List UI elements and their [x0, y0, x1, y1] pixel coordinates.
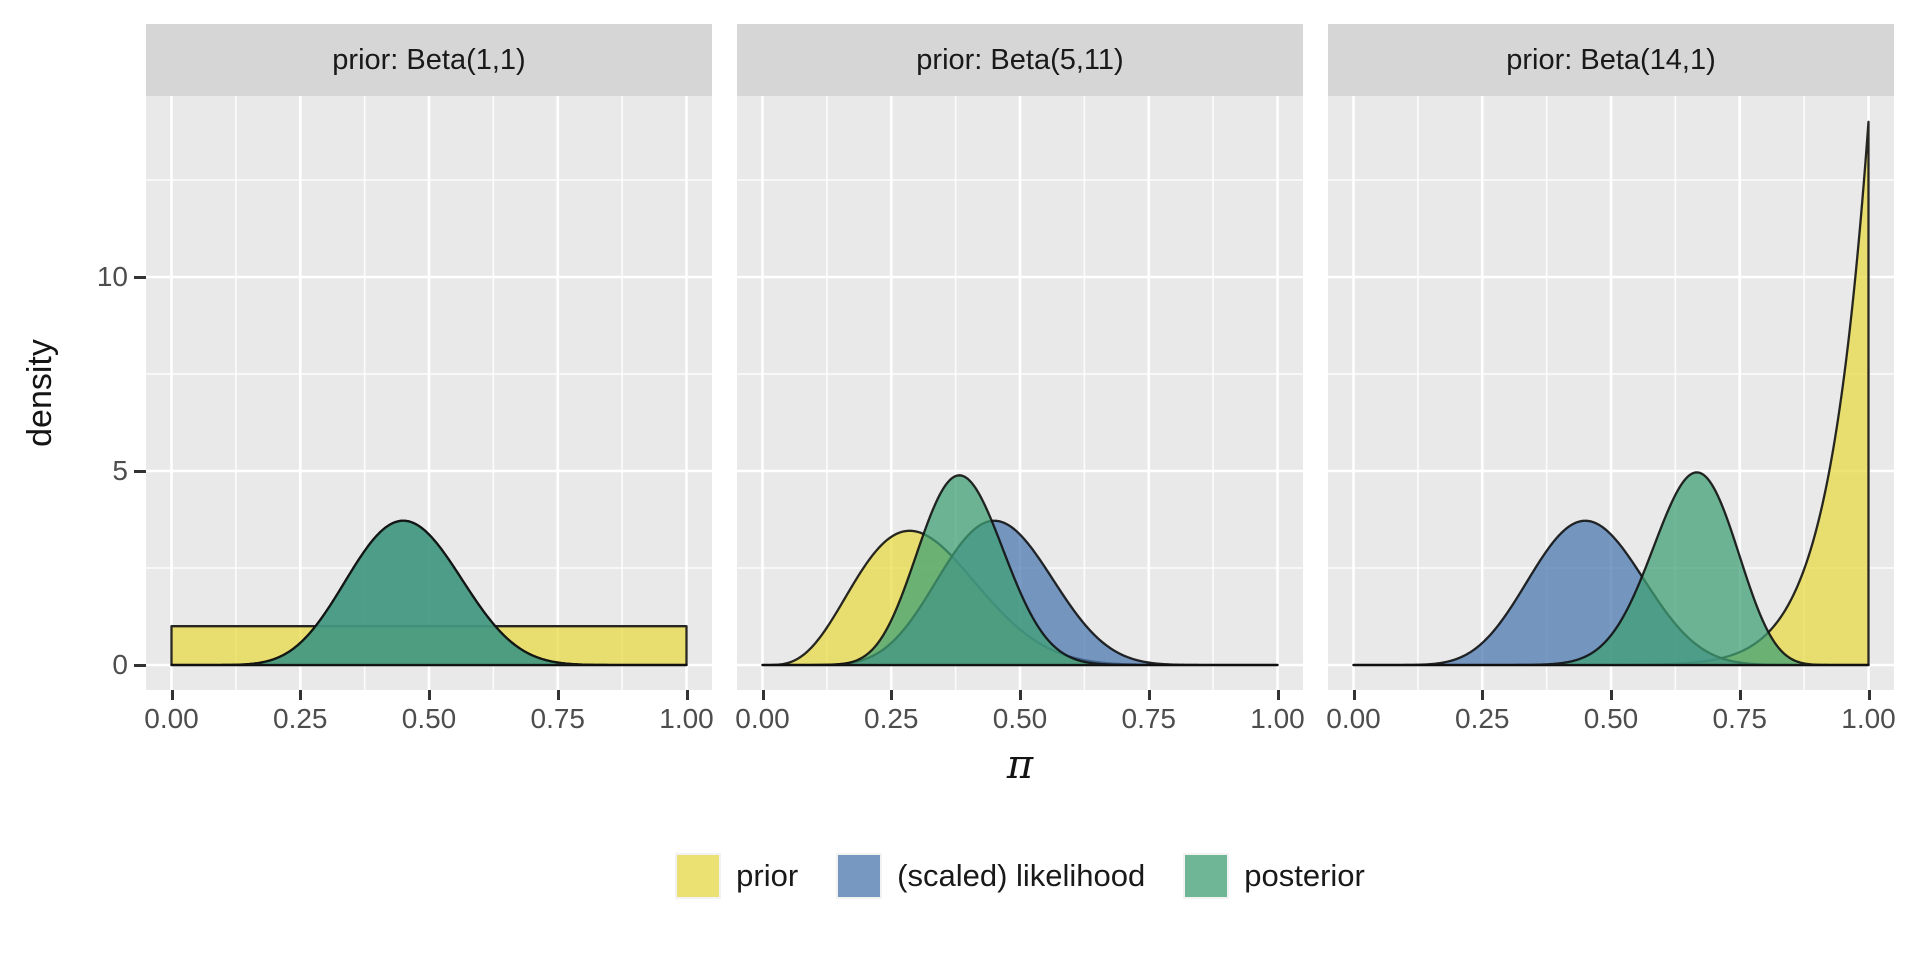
- x-tick-label: 0.00: [144, 703, 199, 734]
- x-tick-mark: [1867, 690, 1871, 700]
- x-tick-label: 0.75: [1121, 703, 1177, 734]
- x-tick-label: 0.75: [1712, 703, 1768, 734]
- legend-label: (scaled) likelihood: [897, 858, 1146, 893]
- legend-key-fill: [677, 855, 720, 897]
- legend-key-likelihood-swatch: [836, 853, 883, 899]
- facet-panel: [737, 96, 1303, 690]
- x-tick-label: 0.25: [1455, 703, 1510, 734]
- x-tick-mark: [890, 690, 894, 700]
- x-tick-mark: [1352, 690, 1356, 700]
- facet-panel: [1328, 96, 1894, 690]
- x-tick-label: 0.50: [1583, 703, 1639, 734]
- facet-panel: [146, 96, 712, 690]
- y-tick-label: 0: [112, 649, 128, 680]
- legend-key-fill: [838, 855, 881, 897]
- x-tick-mark: [1610, 690, 1613, 700]
- x-tick-mark: [428, 690, 431, 700]
- legend-key-prior-swatch: [675, 853, 722, 899]
- x-tick-label: 1.00: [1250, 703, 1305, 734]
- facet-strip: prior: Beta(5,11): [737, 24, 1303, 96]
- legend-label: posterior: [1244, 858, 1365, 893]
- curve-posterior: [1352, 471, 1870, 667]
- legend-item-prior: prior: [675, 853, 798, 899]
- legend-item-likelihood: (scaled) likelihood: [836, 853, 1145, 899]
- x-tick-label: 0.50: [401, 703, 457, 734]
- x-tick-mark: [1019, 690, 1022, 700]
- y-tick-mark: [134, 470, 146, 473]
- x-tick-mark: [170, 690, 174, 700]
- x-tick-label: 0.50: [992, 703, 1048, 734]
- x-tick-label: 0.00: [735, 703, 790, 734]
- legend-key-posterior-swatch: [1183, 853, 1230, 899]
- curve-posterior: [170, 519, 688, 667]
- x-tick-mark: [299, 690, 303, 700]
- x-tick-mark: [761, 690, 765, 700]
- x-tick-mark: [1147, 690, 1151, 700]
- legend-label: prior: [736, 858, 799, 893]
- y-tick-label: 10: [96, 261, 128, 292]
- legend-item-posterior: posterior: [1183, 853, 1365, 899]
- x-tick-label: 0.25: [273, 703, 328, 734]
- x-tick-label: 1.00: [1841, 703, 1896, 734]
- x-tick-label: 0.75: [530, 703, 586, 734]
- x-tick-mark: [556, 690, 560, 700]
- y-tick-label: 5: [112, 455, 128, 486]
- x-tick-label: 0.00: [1326, 703, 1381, 734]
- x-tick-mark: [685, 690, 689, 700]
- facet-strip: prior: Beta(1,1): [146, 24, 712, 96]
- x-tick-mark: [1481, 690, 1485, 700]
- legend-key-fill: [1185, 855, 1228, 897]
- y-axis-title: density: [21, 339, 59, 447]
- x-tick-label: 0.25: [864, 703, 919, 734]
- facet-strip: prior: Beta(14,1): [1328, 24, 1894, 96]
- curve-posterior: [761, 474, 1279, 667]
- y-tick-mark: [134, 276, 146, 279]
- x-tick-mark: [1276, 690, 1280, 700]
- x-tick-label: 1.00: [659, 703, 714, 734]
- legend: prior (scaled) likelihood posterior: [146, 853, 1894, 899]
- x-tick-mark: [1738, 690, 1742, 700]
- x-axis-title: π: [1006, 742, 1034, 788]
- y-tick-mark: [134, 664, 146, 667]
